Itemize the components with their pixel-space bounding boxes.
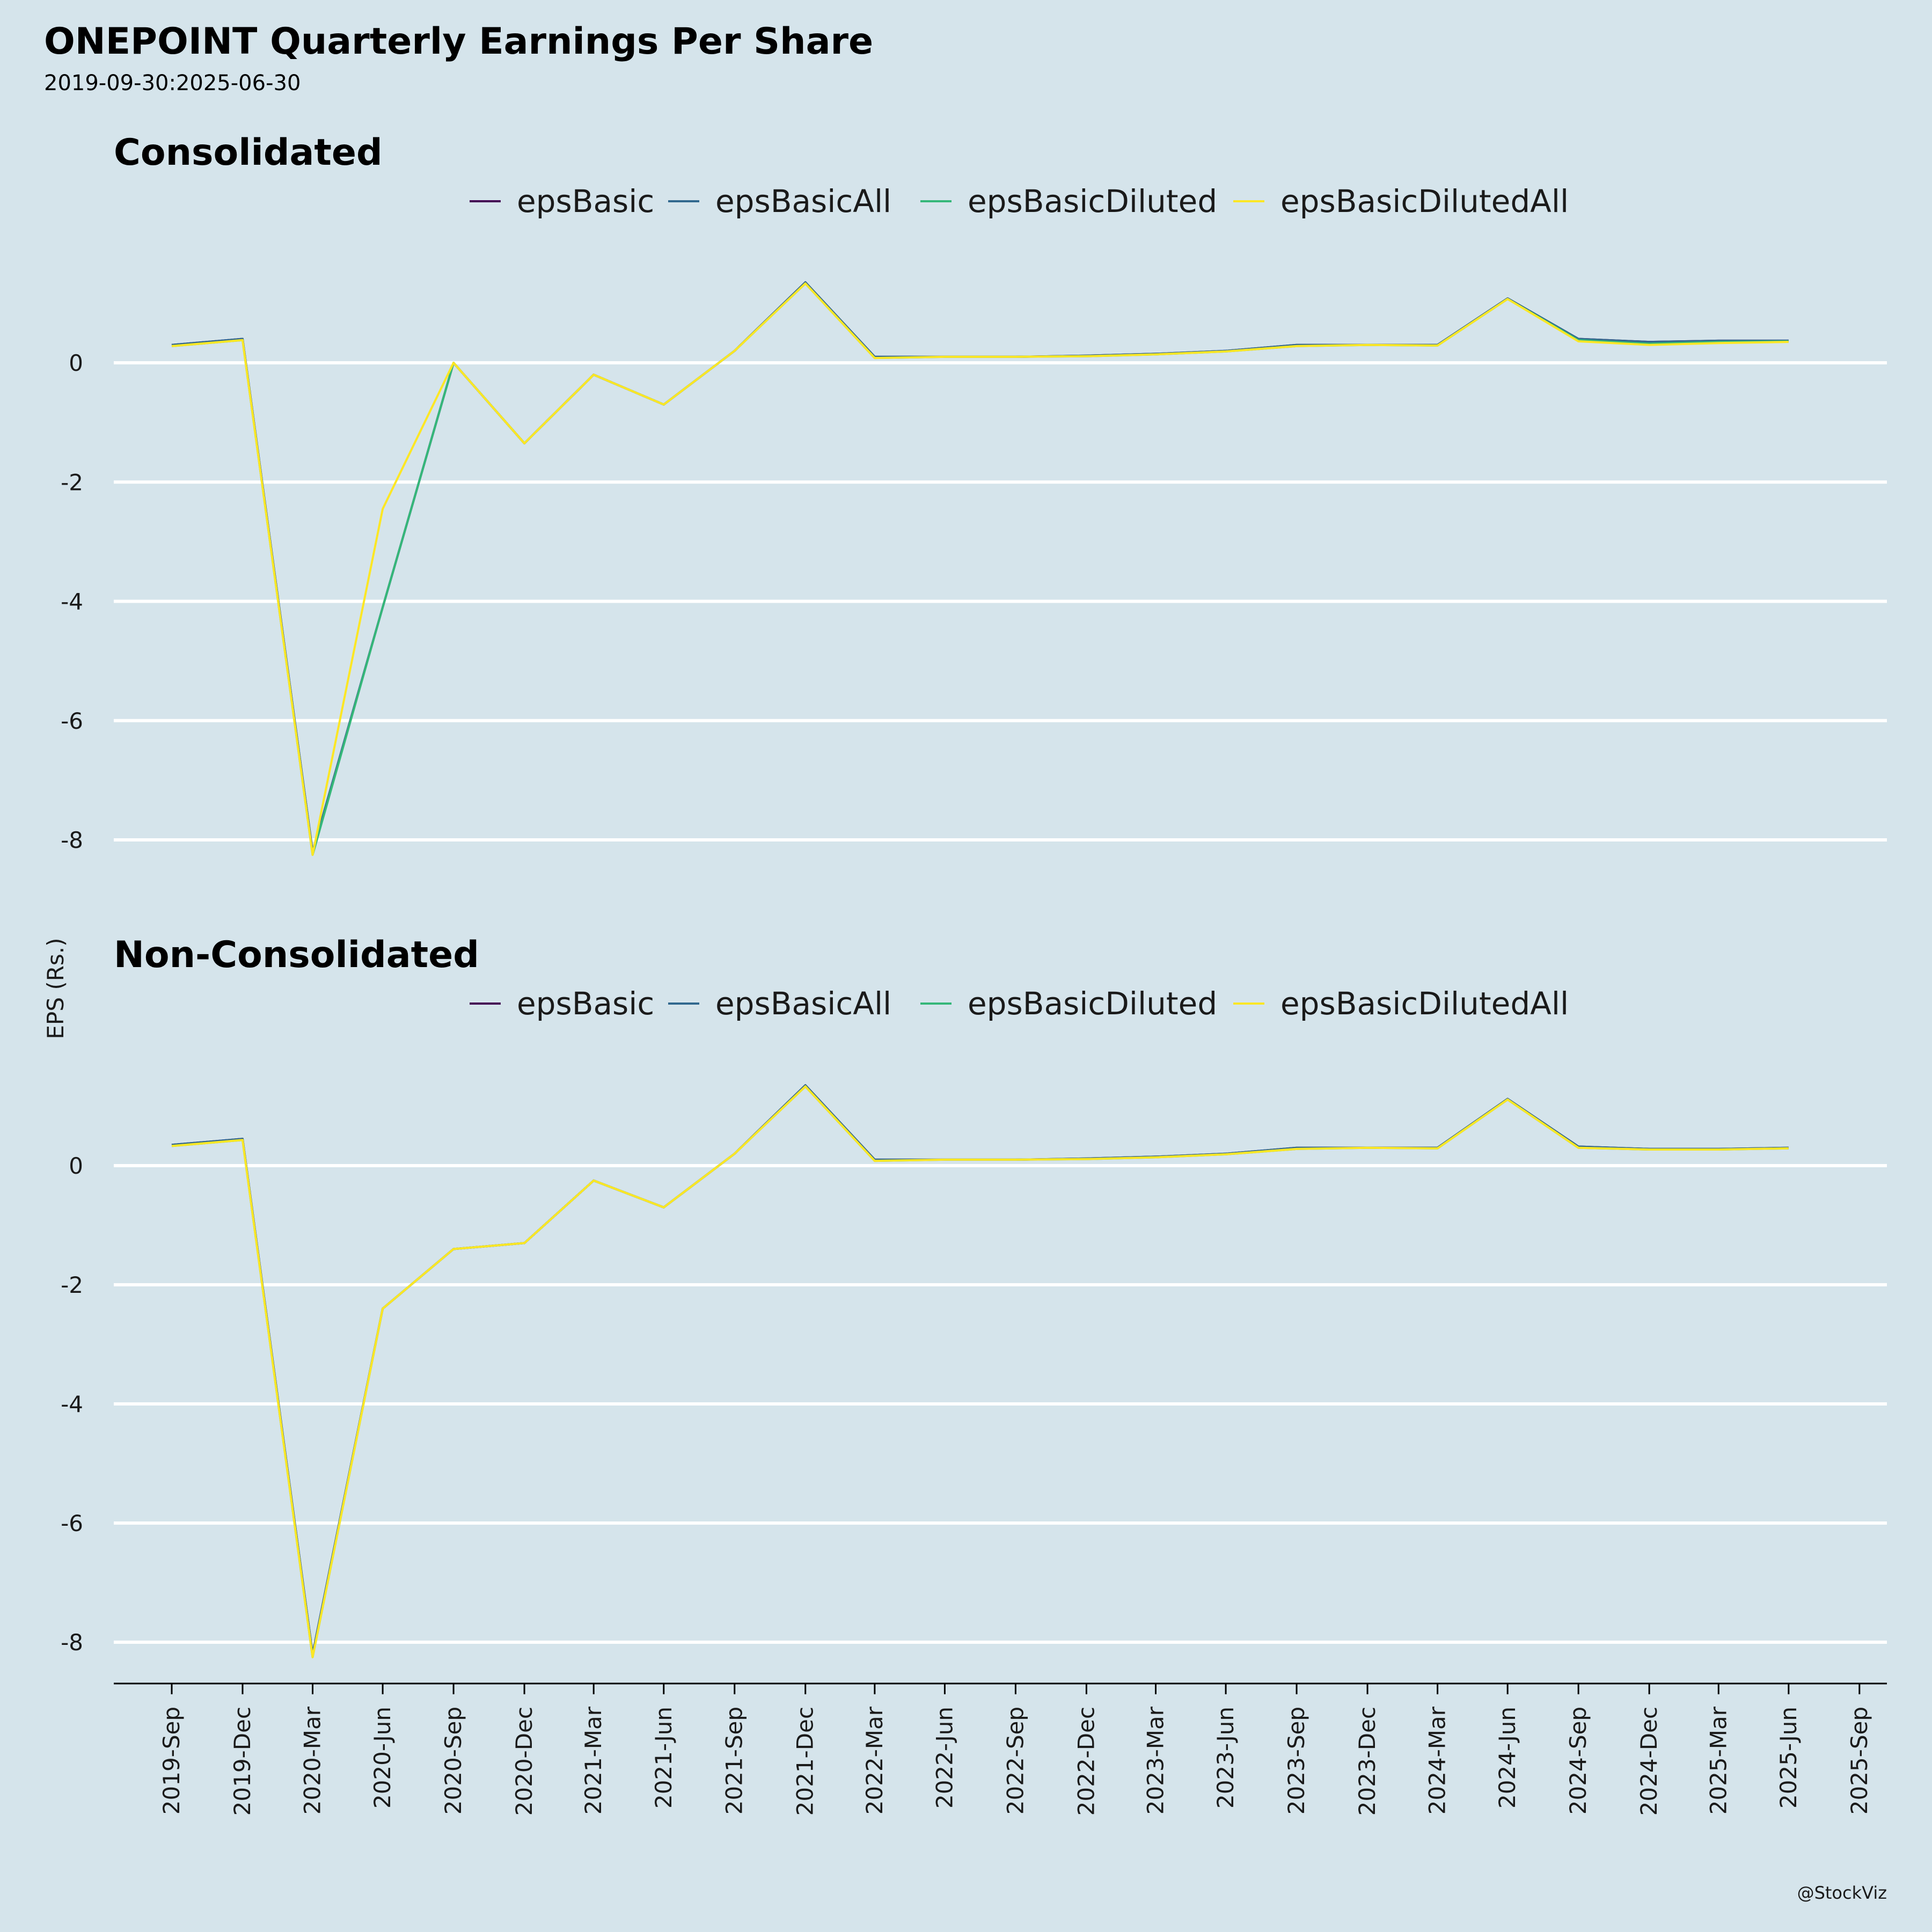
legend-label-epsBasicDilutedAll: epsBasicDilutedAll: [1280, 183, 1569, 219]
legend-label-epsBasic: epsBasic: [517, 985, 654, 1022]
chart-subtitle: 2019-09-30:2025-06-30: [44, 71, 301, 96]
y-tick-label: -4: [61, 589, 83, 615]
series-line-epsBasicDiluted: [171, 282, 1789, 856]
series-line-epsBasic: [171, 281, 1789, 853]
y-tick-label: -8: [61, 827, 83, 853]
y-tick-label: -6: [61, 708, 83, 734]
series-lines: [171, 281, 1789, 856]
series-line-epsBasicDiluted: [171, 1085, 1789, 1658]
x-tick-label: 2025-Sep: [1846, 1707, 1872, 1814]
x-tick-label: 2020-Mar: [299, 1706, 326, 1814]
legend-label-epsBasicDiluted: epsBasicDiluted: [968, 985, 1217, 1022]
panel-non-consolidated: Non-Consolidated epsBasic epsBasicAll epsB…: [61, 934, 1887, 1682]
event-annotation: FACE VALUE SPLIT (SUB-DIVISION) - FROM R…: [843, 207, 861, 880]
legend: epsBasic epsBasicAll epsBasicDiluted epsBas…: [470, 985, 1569, 1022]
series-lines: [171, 1084, 1789, 1658]
y-tick-label: 0: [69, 1153, 83, 1179]
legend-label-epsBasic: epsBasic: [517, 183, 654, 219]
x-tick-label: 2022-Dec: [1073, 1707, 1099, 1816]
x-tick-label: 2020-Sep: [440, 1707, 466, 1814]
x-tick-label: 2019-Sep: [158, 1707, 185, 1814]
series-line-epsBasicAll: [171, 1084, 1789, 1656]
x-tick-label: 2023-Sep: [1283, 1707, 1309, 1814]
x-tick-label: 2024-Mar: [1424, 1706, 1451, 1814]
x-tick-label: 2022-Jun: [931, 1707, 957, 1809]
x-tick-label: 2025-Jun: [1775, 1707, 1802, 1809]
y-tick-label: -6: [61, 1510, 83, 1536]
x-tick-label: 2020-Jun: [369, 1707, 396, 1809]
x-tick-label: 2022-Sep: [1002, 1707, 1028, 1814]
x-tick-label: 2024-Jun: [1494, 1707, 1520, 1809]
y-tick-label: -2: [61, 469, 83, 495]
chart-title: ONEPOINT Quarterly Earnings Per Share: [44, 20, 873, 63]
x-tick-label: 2024-Sep: [1565, 1707, 1591, 1814]
x-tick-label: 2021-Sep: [721, 1707, 748, 1814]
y-ticks: 0 -2 -4 -6 -8: [61, 1153, 83, 1656]
y-axis-label: EPS (Rs.): [42, 938, 69, 1039]
x-tick-label: 2025-Mar: [1705, 1706, 1731, 1814]
panel-title: Consolidated: [114, 131, 383, 174]
x-tick-label: 2024-Dec: [1636, 1707, 1662, 1816]
series-line-epsBasicAll: [171, 281, 1789, 853]
y-tick-label: -4: [61, 1391, 83, 1417]
y-tick-label: -2: [61, 1272, 83, 1298]
x-tick-label: 2023-Dec: [1354, 1707, 1380, 1816]
x-tick-label: 2020-Dec: [511, 1707, 537, 1816]
gridlines: [114, 1164, 1887, 1644]
y-ticks: 0 -2 -4 -6 -8: [61, 350, 83, 853]
legend: epsBasic epsBasicAll epsBasicDiluted epsBas…: [470, 183, 1569, 219]
event-annotation: FACE VALUE SPLIT (SUB-DIVISION) - FROM R…: [843, 1009, 861, 1682]
x-tick-label: 2019-Dec: [229, 1707, 255, 1816]
gridlines: [114, 361, 1887, 841]
panel-title: Non-Consolidated: [114, 934, 479, 976]
event-label: FACE VALUE SPLIT (SUB-DIVISION) - FROM R…: [843, 1009, 861, 1682]
x-tick-label: 2023-Mar: [1143, 1706, 1169, 1814]
x-tick-label: 2022-Mar: [861, 1706, 888, 1814]
legend-label-epsBasicDiluted: epsBasicDiluted: [968, 183, 1217, 219]
x-tick-label: 2021-Jun: [650, 1707, 677, 1809]
x-axis: 2019-Sep 2019-Dec 2020-Mar 2020-Jun 2020-Sep…: [114, 1682, 1887, 1816]
legend-label-epsBasicAll: epsBasicAll: [715, 985, 891, 1022]
y-tick-label: 0: [69, 350, 83, 376]
legend-label-epsBasicAll: epsBasicAll: [715, 183, 891, 219]
y-tick-label: -8: [61, 1629, 83, 1656]
x-tick-label: 2021-Dec: [792, 1707, 818, 1816]
legend-label-epsBasicDilutedAll: epsBasicDilutedAll: [1280, 985, 1569, 1022]
series-line-epsBasicDilutedAll: [171, 1085, 1789, 1658]
panel-consolidated: Consolidated epsBasic epsBasicAll epsBasic…: [61, 131, 1887, 880]
series-line-epsBasic: [171, 1084, 1789, 1656]
event-label: FACE VALUE SPLIT (SUB-DIVISION) - FROM R…: [843, 207, 861, 880]
series-line-epsBasicDilutedAll: [171, 282, 1789, 856]
credit-text: @StockViz: [1797, 1883, 1887, 1903]
x-tick-label: 2021-Mar: [580, 1706, 606, 1814]
x-tick-label: 2023-Jun: [1212, 1707, 1239, 1809]
